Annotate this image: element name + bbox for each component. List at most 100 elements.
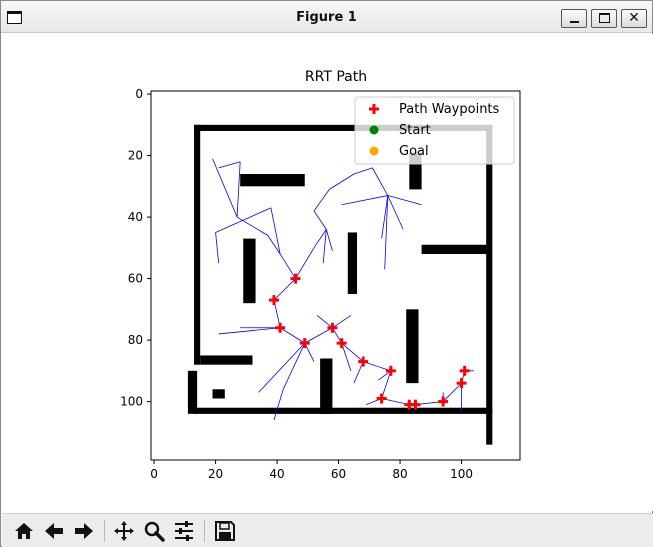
legend-marker (369, 104, 379, 114)
figure-canvas[interactable]: RRT Path 0 20 40 60 80 100 0 20 40 60 80 100 Path … (2, 34, 653, 511)
obstacle-cell (212, 389, 225, 399)
obstacle-cell (243, 238, 256, 304)
tree-edge (279, 327, 305, 344)
path-waypoints (269, 273, 470, 410)
tree-edge (332, 327, 342, 344)
home-button[interactable] (10, 517, 38, 545)
title-bar[interactable]: Figure 1 ✕ (1, 1, 652, 33)
tree-edge (316, 315, 333, 329)
tree-edge (341, 343, 352, 371)
tree-edge (282, 342, 306, 390)
path-waypoint (456, 378, 467, 389)
obstacle-cell (486, 124, 493, 445)
tree-edge (218, 327, 281, 335)
toolbar-separator (204, 520, 205, 542)
legend-marker (369, 146, 379, 156)
tree-edge (381, 195, 389, 239)
path-waypoint (438, 396, 449, 407)
path-waypoint (376, 393, 387, 404)
back-arrow-icon (45, 523, 63, 539)
y-axis: 0 20 40 60 80 100 (120, 87, 151, 409)
back-button[interactable] (40, 517, 68, 545)
tree-edge (273, 278, 296, 301)
tree-edge (384, 195, 389, 270)
tree-edge (279, 253, 296, 279)
x-tick-label: 40 (269, 467, 284, 481)
x-tick-label: 60 (331, 467, 346, 481)
navigation-toolbar (2, 513, 653, 547)
path-waypoint (410, 399, 421, 410)
obstacle-cell (240, 174, 305, 187)
home-icon (15, 523, 33, 539)
forward-arrow-icon (75, 523, 93, 539)
tree-edge (218, 161, 241, 169)
plot-frame (150, 90, 521, 461)
obstacle-cell (320, 358, 333, 414)
zoom-button[interactable] (140, 517, 168, 545)
tree-edge (378, 370, 392, 381)
legend-label: Goal (399, 144, 429, 159)
window-title: Figure 1 (296, 10, 357, 25)
obstacle-cell (406, 309, 419, 384)
tree-edge (212, 158, 238, 218)
minimize-icon (570, 21, 579, 23)
y-tick-label: 40 (128, 210, 143, 224)
tree-edge (215, 232, 220, 264)
path-waypoint (358, 356, 369, 367)
configure-subplots-button[interactable] (170, 517, 198, 545)
path-waypoint (275, 322, 286, 333)
obstacle-cell (187, 370, 198, 414)
close-button[interactable]: ✕ (621, 9, 647, 28)
tree-edge (322, 229, 327, 264)
plot-svg: RRT Path 0 20 40 60 80 100 0 20 40 60 80 100 Path … (120, 69, 521, 481)
tree-edge (353, 361, 364, 384)
obstacle-cell (194, 407, 493, 414)
tree-edge (313, 210, 327, 230)
save-button[interactable] (211, 517, 239, 545)
path-waypoint (269, 295, 279, 306)
x-tick-label: 0 (150, 467, 158, 481)
tree-edge (258, 342, 306, 393)
y-tick-label: 0 (135, 87, 143, 101)
legend-marker (369, 125, 379, 135)
rrt-tree (212, 158, 474, 421)
tree-edge (215, 207, 272, 233)
close-icon: ✕ (628, 10, 640, 26)
y-tick-label: 60 (128, 272, 143, 286)
tree-edge (304, 327, 333, 344)
obstacle-cell (347, 232, 358, 294)
x-tick-label: 20 (208, 467, 223, 481)
pan-icon (114, 521, 134, 541)
forward-button[interactable] (70, 517, 98, 545)
window-icon[interactable] (7, 11, 22, 24)
path-waypoint (336, 338, 347, 349)
maximize-button[interactable] (591, 9, 617, 28)
tree-edge (341, 195, 388, 206)
tree-edge (442, 382, 462, 402)
path-waypoint (299, 338, 310, 349)
maximize-icon (599, 13, 610, 23)
obstacle-cell (194, 124, 201, 365)
minimize-button[interactable] (561, 9, 587, 28)
configure-subplots-icon (175, 521, 193, 541)
x-axis: 0 20 40 60 80 100 (150, 460, 473, 481)
tree-edge (387, 195, 404, 230)
path-waypoint (385, 365, 396, 376)
obstacle-cell (194, 124, 493, 131)
tree-edge (236, 216, 269, 236)
x-tick-label: 100 (450, 467, 473, 481)
pan-button[interactable] (110, 517, 138, 545)
tree-edge (313, 229, 327, 249)
y-tick-label: 80 (128, 333, 143, 347)
path-waypoint (327, 322, 338, 333)
tree-edge (304, 342, 315, 362)
tree-edge (267, 235, 281, 255)
y-tick-label: 20 (128, 149, 143, 163)
legend-label: Start (399, 123, 431, 138)
legend-label: Path Waypoints (399, 102, 500, 117)
toolbar-separator (104, 520, 105, 542)
tree-edge (329, 173, 355, 190)
zoom-icon (144, 521, 165, 542)
obstacle-cell (200, 355, 253, 365)
tree-edge (325, 229, 333, 252)
